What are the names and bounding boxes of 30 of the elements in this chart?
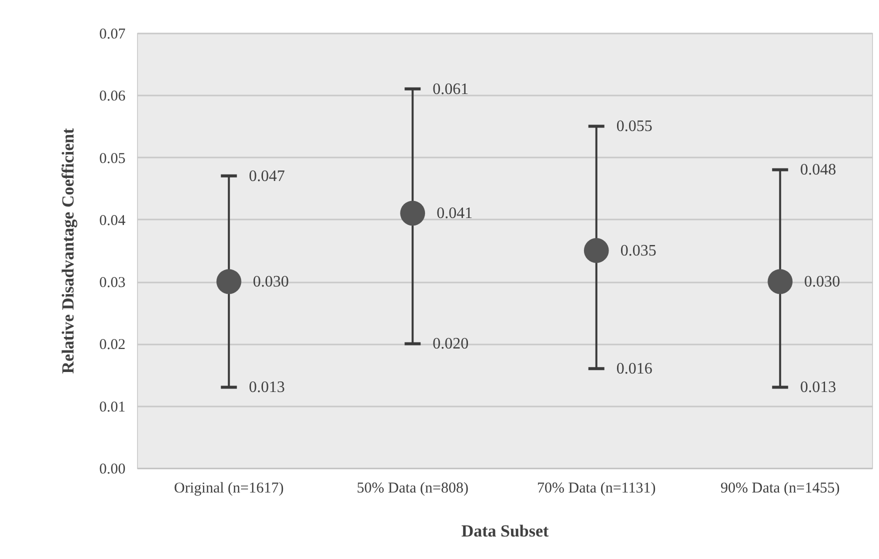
point bbox=[768, 269, 793, 294]
point bbox=[400, 200, 426, 226]
data-label: 0.041 bbox=[436, 205, 473, 222]
annotation: 0.020 bbox=[432, 336, 469, 353]
point bbox=[584, 238, 609, 263]
x-tick-label: 70% Data (n=1131) bbox=[537, 480, 656, 496]
y-tick-label: 0.02 bbox=[99, 337, 126, 354]
y-tick-label: 0.00 bbox=[99, 462, 126, 478]
y-tick-label: 0.07 bbox=[99, 26, 126, 42]
y-axis-title: Relative Disadvantage Coefficient bbox=[58, 128, 78, 374]
annotation: 0.055 bbox=[616, 118, 652, 136]
x-tick-label: Original (n=1617) bbox=[174, 480, 284, 496]
x-axis-title: Data Subset bbox=[461, 522, 550, 540]
data-label: 0.030 bbox=[804, 274, 840, 291]
annotation: 0.013 bbox=[248, 379, 285, 396]
y-tick-label: 0.04 bbox=[99, 212, 126, 229]
annotation: 0.048 bbox=[800, 162, 836, 179]
data-label: 0.035 bbox=[620, 242, 656, 260]
y-tick-label: 0.05 bbox=[99, 150, 126, 167]
point bbox=[216, 269, 242, 294]
y-tick-label: 0.03 bbox=[99, 275, 126, 292]
annotation: 0.016 bbox=[616, 360, 652, 378]
annotation: 0.047 bbox=[248, 168, 285, 185]
x-tick-label: 90% Data (n=1455) bbox=[720, 480, 840, 496]
x-tick-label: 50% Data (n=808) bbox=[356, 480, 469, 496]
data-label: 0.030 bbox=[252, 274, 289, 291]
y-tick-label: 0.01 bbox=[99, 399, 126, 416]
annotation: 0.013 bbox=[800, 379, 836, 396]
annotation: 0.061 bbox=[432, 80, 469, 98]
y-tick-label: 0.06 bbox=[99, 88, 126, 105]
